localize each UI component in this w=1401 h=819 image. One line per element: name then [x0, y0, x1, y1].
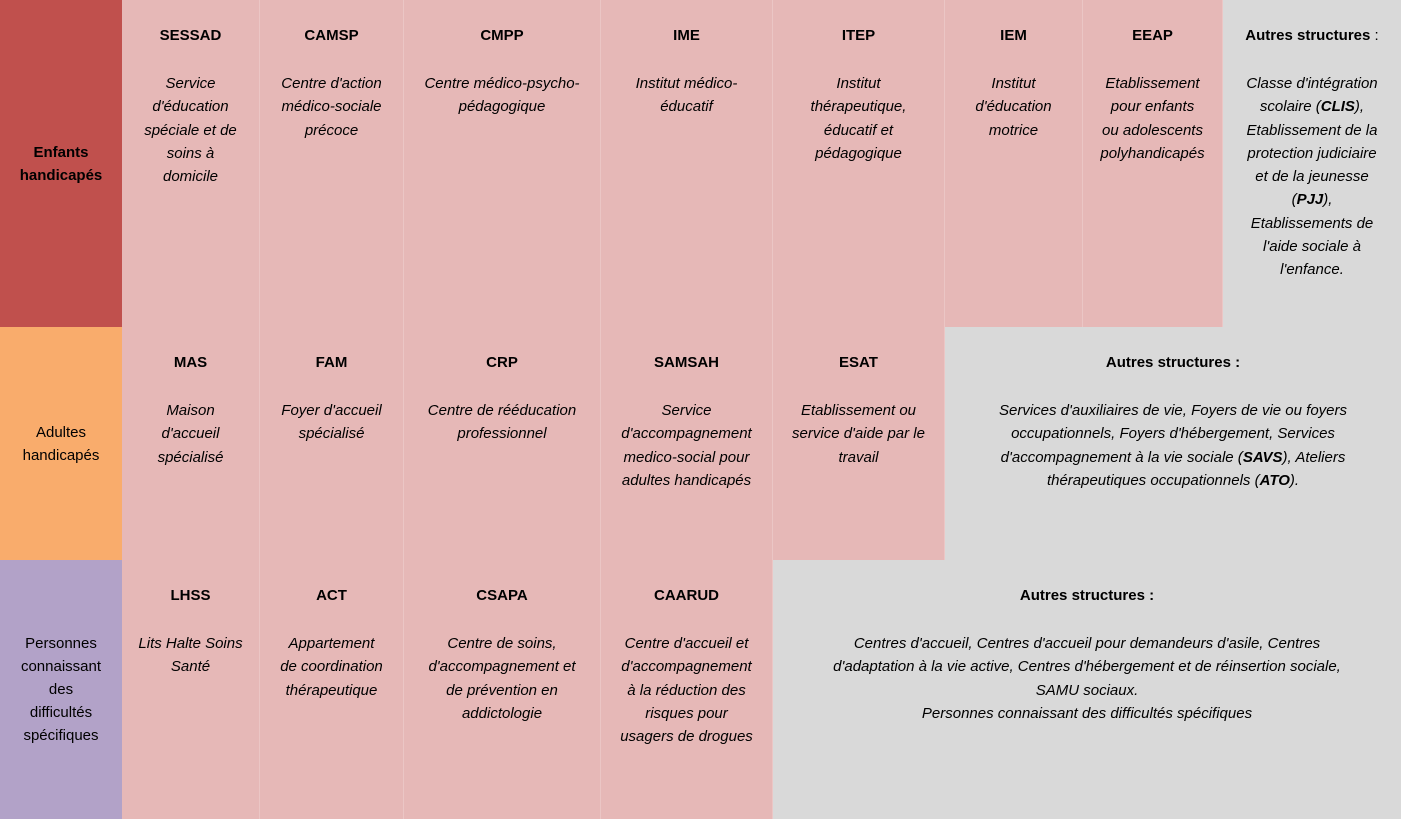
other-structures-title: Autres structures :	[773, 587, 1401, 604]
structure-description: Etablissement ou service d'aide par le t…	[792, 402, 925, 466]
other-structures-heading: Autres structures	[1245, 27, 1371, 44]
structure-description: Institut médico- éducatif	[635, 75, 738, 116]
structure-acronym: CMPP	[480, 27, 524, 44]
structure-acronym: ITEP	[841, 27, 876, 44]
acronym: PJJ	[1296, 191, 1324, 209]
structure-description: Etablissement pour enfants ou adolescent…	[1100, 75, 1205, 162]
structure-cell: LHSS Lits Halte Soins Santé	[122, 560, 260, 819]
acronym: SAVS	[1242, 448, 1283, 466]
structure-cell: IEM Institut d'éducation motrice	[945, 0, 1083, 327]
row-label: Personnes connaissant des difficultés sp…	[0, 560, 122, 819]
row-label: Adultes handicapés	[0, 327, 122, 560]
structure-cell: IME Institut médico- éducatif	[601, 0, 773, 327]
structure-description: Centre de rééducation professionnel	[427, 402, 577, 443]
other-structures-heading: Autres structures :	[1019, 587, 1155, 604]
structure-acronym: FAM	[315, 354, 348, 371]
structure-acronym: IEM	[1000, 27, 1027, 44]
other-structures-description: Classe d'intégration scolaire (CLIS), Et…	[1227, 72, 1397, 282]
structure-description: Centre d'accueil et d'accompagnement à l…	[620, 635, 753, 746]
structure-description: Institut thérapeutique, éducatif et péda…	[810, 75, 907, 162]
structure-acronym: IME	[673, 27, 700, 44]
structure-acronym: ACT	[316, 587, 347, 604]
structure-cell: ACT Appartement de coordination thérapeut…	[260, 560, 404, 819]
structure-acronym: SESSAD	[159, 27, 222, 44]
structure-acronym: ESAT	[839, 354, 878, 371]
other-structures-cell: Autres structures : Centres d'accueil, Ce…	[773, 560, 1401, 819]
acronym: CLIS	[1320, 98, 1355, 116]
structure-acronym: CRP	[486, 354, 518, 371]
structure-cell: MAS Maison d'accueil spécialisé	[122, 327, 260, 560]
structure-cell: SAMSAH Service d'accompagnement medico-so…	[601, 327, 773, 560]
text-segment: Classe d'intégration scolaire (	[1246, 75, 1378, 116]
other-structures-title: Autres structures :	[945, 354, 1401, 371]
structure-acronym: CAMSP	[304, 27, 359, 44]
structure-description: Lits Halte Soins Santé	[138, 635, 243, 676]
structure-description: Service d'accompagnement medico-social p…	[621, 402, 752, 489]
structure-cell: CAMSP Centre d'action médico-sociale préc…	[260, 0, 404, 327]
structure-description: Institut d'éducation motrice	[975, 75, 1052, 139]
structure-cell: ITEP Institut thérapeutique, éducatif et …	[773, 0, 945, 327]
other-structures-description: Services d'auxiliaires de vie, Foyers de…	[949, 399, 1397, 492]
row-label: Enfants handicapés	[0, 0, 122, 327]
structure-acronym: LHSS	[170, 587, 211, 604]
text-segment: ), Ateliers thérapeutiques occupationnel…	[1046, 448, 1346, 489]
text-segment: ).	[1289, 471, 1300, 489]
structure-description: Maison d'accueil spécialisé	[157, 402, 224, 466]
other-structures-title: Autres structures :	[1223, 27, 1401, 44]
other-structures-cell: Autres structures : Classe d'intégration …	[1223, 0, 1401, 327]
structure-cell: EEAP Etablissement pour enfants ou adoles…	[1083, 0, 1223, 327]
structure-cell: CAARUD Centre d'accueil et d'accompagneme…	[601, 560, 773, 819]
structure-cell: CMPP Centre médico-psycho- pédagogique	[404, 0, 601, 327]
structure-description: Service d'éducation spéciale et de soins…	[144, 75, 237, 186]
text-segment: Services d'auxiliaires de vie, Foyers de…	[998, 402, 1348, 466]
structure-acronym: MAS	[173, 354, 208, 371]
structure-cell: CSAPA Centre de soins, d'accompagnement e…	[404, 560, 601, 819]
structure-description: Centre de soins, d'accompagnement et de …	[428, 635, 576, 722]
text-segment: ), Etablissement de la protection judici…	[1246, 98, 1378, 209]
acronym: ATO	[1259, 471, 1290, 489]
other-structures-cell: Autres structures : Services d'auxiliaire…	[945, 327, 1401, 560]
structure-description: Centre médico-psycho- pédagogique	[424, 75, 580, 116]
structure-description: Appartement de coordination thérapeutiqu…	[280, 635, 383, 699]
structure-cell: CRP Centre de rééducation professionnel	[404, 327, 601, 560]
structure-acronym: CAARUD	[654, 587, 719, 604]
structure-cell: SESSAD Service d'éducation spéciale et de…	[122, 0, 260, 327]
other-structures-heading: Autres structures :	[1105, 354, 1241, 371]
structure-cell: ESAT Etablissement ou service d'aide par …	[773, 327, 945, 560]
structure-acronym: EEAP	[1132, 27, 1173, 44]
text-segment: Centres d'accueil, Centres d'accueil pou…	[833, 635, 1341, 722]
structure-description: Centre d'action médico-sociale précoce	[281, 75, 382, 139]
title-suffix: :	[1370, 27, 1379, 44]
other-structures-description: Centres d'accueil, Centres d'accueil pou…	[777, 632, 1397, 725]
text-segment: ), Etablissements de l'aide sociale à l'…	[1250, 191, 1374, 279]
structure-acronym: CSAPA	[476, 587, 528, 604]
structure-acronym: SAMSAH	[653, 354, 719, 371]
structure-description: Foyer d'accueil spécialisé	[281, 402, 382, 443]
structure-cell: FAM Foyer d'accueil spécialisé	[260, 327, 404, 560]
